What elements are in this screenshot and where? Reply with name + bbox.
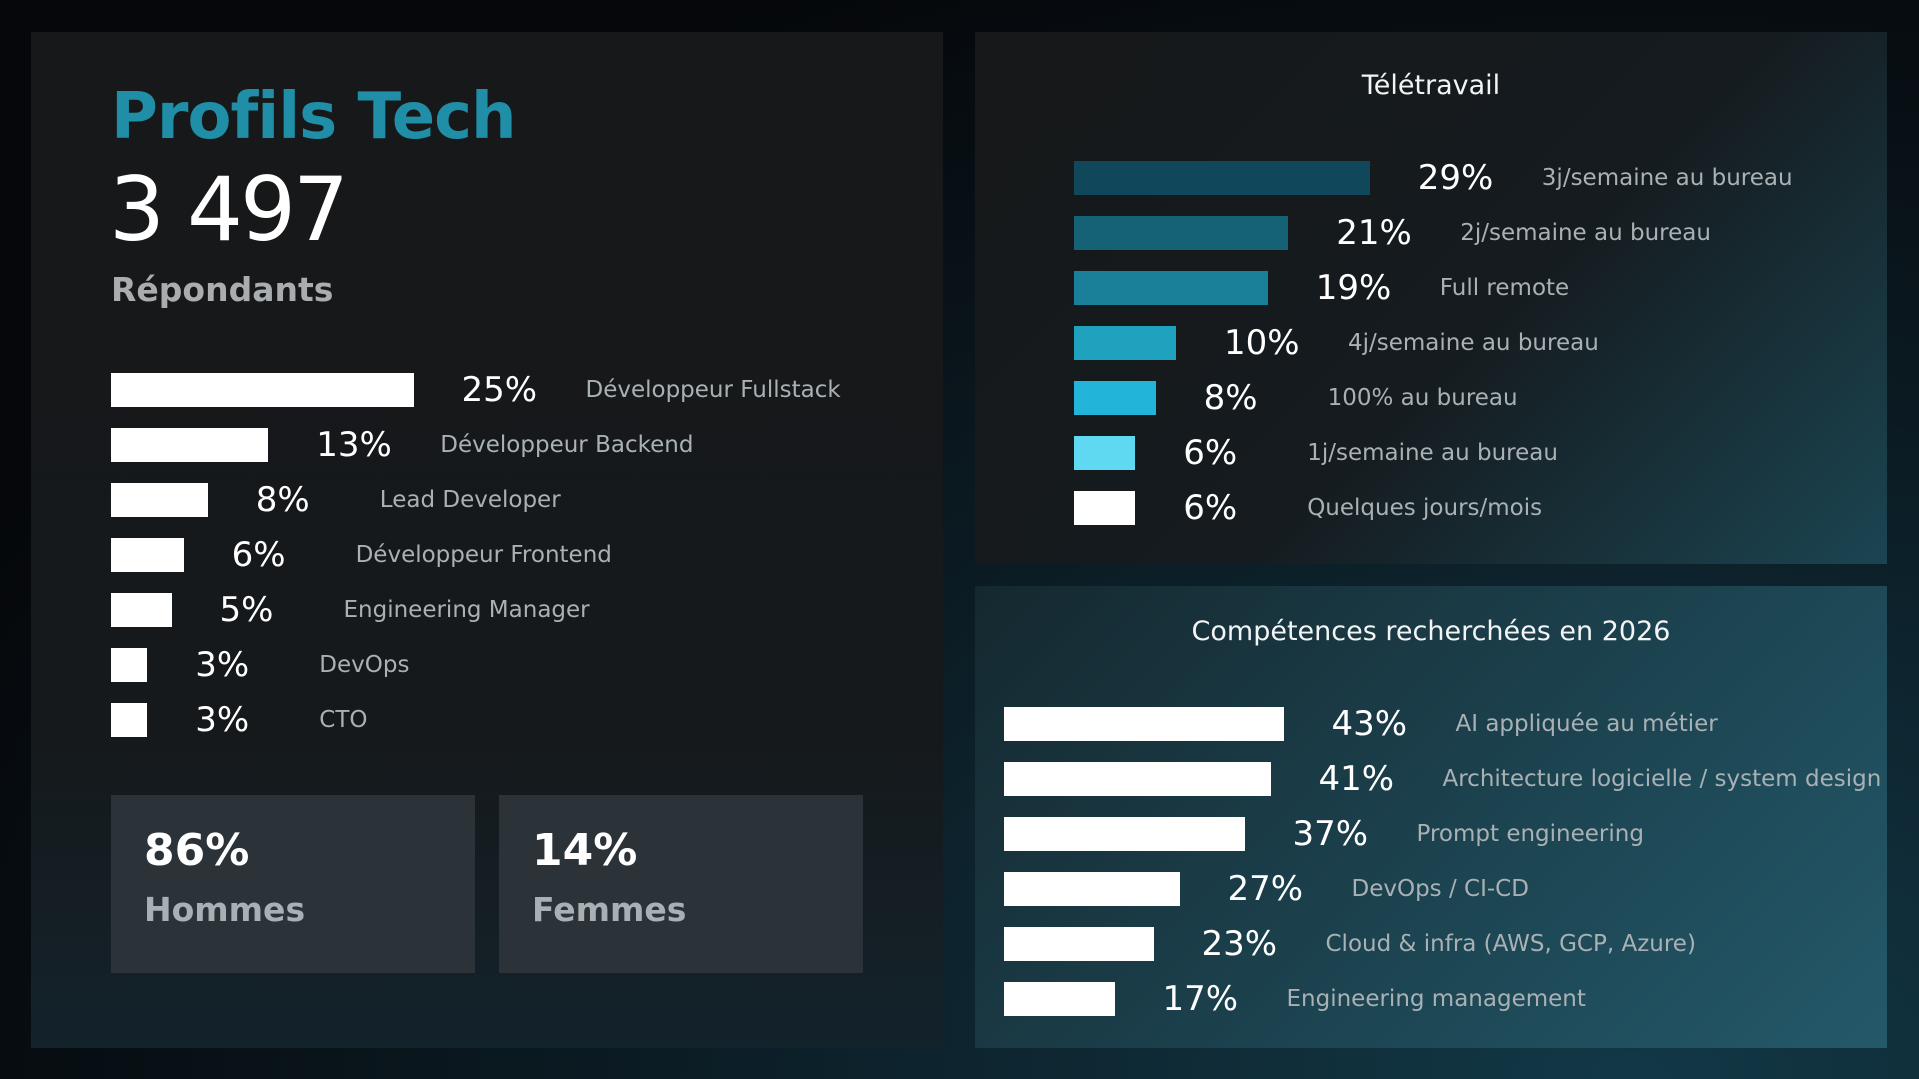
skill-value-label: 37% [1293,814,1369,854]
role-value-label: 5% [220,590,274,630]
remote-category-label: 100% au bureau [1328,378,1518,418]
remote-value-label: 10% [1224,323,1300,363]
role-bar [111,648,147,682]
role-category-label: Développeur Frontend [356,535,612,575]
skill-value-label: 41% [1319,759,1395,799]
skill-bar [1004,817,1245,851]
remote-value-label: 6% [1183,488,1237,528]
stat-label-women: Femmes [532,890,686,929]
role-value-label: 25% [462,370,538,410]
remote-category-label: 3j/semaine au bureau [1542,158,1793,198]
remote-value-label: 21% [1336,213,1412,253]
skill-bar [1004,707,1284,741]
remote-bar [1074,491,1135,525]
skill-bar [1004,762,1271,796]
skill-bar [1004,872,1180,906]
remote-category-label: Quelques jours/mois [1307,488,1542,528]
role-value-label: 6% [232,535,286,575]
role-category-label: Engineering Manager [344,590,590,630]
role-bar [111,483,208,517]
remote-category-label: 2j/semaine au bureau [1460,213,1711,253]
remote-value-label: 19% [1316,268,1392,308]
remote-category-label: 4j/semaine au bureau [1348,323,1599,363]
remote-value-label: 8% [1204,378,1258,418]
skill-category-label: Prompt engineering [1417,814,1644,854]
skill-category-label: Cloud & infra (AWS, GCP, Azure) [1326,924,1696,964]
remote-value-label: 29% [1418,158,1494,198]
skills-chart-title: Compétences recherchées en 2026 [975,616,1887,647]
remote-bar [1074,161,1370,195]
respondents-count: 3 497 [109,158,346,261]
role-value-label: 8% [256,480,310,520]
skill-value-label: 43% [1332,704,1408,744]
stat-label-men: Hommes [144,890,305,929]
role-bar [111,538,184,572]
remote-value-label: 6% [1183,433,1237,473]
role-category-label: Lead Developer [380,480,561,520]
role-value-label: 13% [316,425,392,465]
remote-bar [1074,271,1268,305]
remote-bar [1074,381,1156,415]
stat-card-men: 86% Hommes [111,795,475,973]
skill-value-label: 23% [1202,924,1278,964]
page-title: Profils Tech [111,80,516,154]
role-category-label: DevOps [319,645,409,685]
role-category-label: Développeur Fullstack [586,370,841,410]
remote-work-chart-title: Télétravail [975,70,1887,101]
role-category-label: CTO [319,700,367,740]
skill-category-label: Engineering management [1287,979,1586,1019]
skill-bar [1004,982,1115,1016]
role-value-label: 3% [195,645,249,685]
skill-value-label: 17% [1163,979,1239,1019]
role-bar [111,593,172,627]
stat-value-women: 14% [532,825,637,876]
skill-value-label: 27% [1228,869,1304,909]
role-bar [111,373,414,407]
role-value-label: 3% [195,700,249,740]
role-bar [111,703,147,737]
remote-bar [1074,436,1135,470]
remote-category-label: Full remote [1440,268,1569,308]
stat-value-men: 86% [144,825,249,876]
skill-bar [1004,927,1154,961]
role-bar [111,428,268,462]
stat-card-women: 14% Femmes [499,795,863,973]
skill-category-label: Architecture logicielle / system design [1443,759,1882,799]
remote-bar [1074,326,1176,360]
skill-category-label: DevOps / CI-CD [1352,869,1529,909]
respondents-label: Répondants [111,270,333,309]
remote-category-label: 1j/semaine au bureau [1307,433,1558,473]
skill-category-label: AI appliquée au métier [1456,704,1718,744]
remote-bar [1074,216,1288,250]
role-category-label: Développeur Backend [440,425,693,465]
